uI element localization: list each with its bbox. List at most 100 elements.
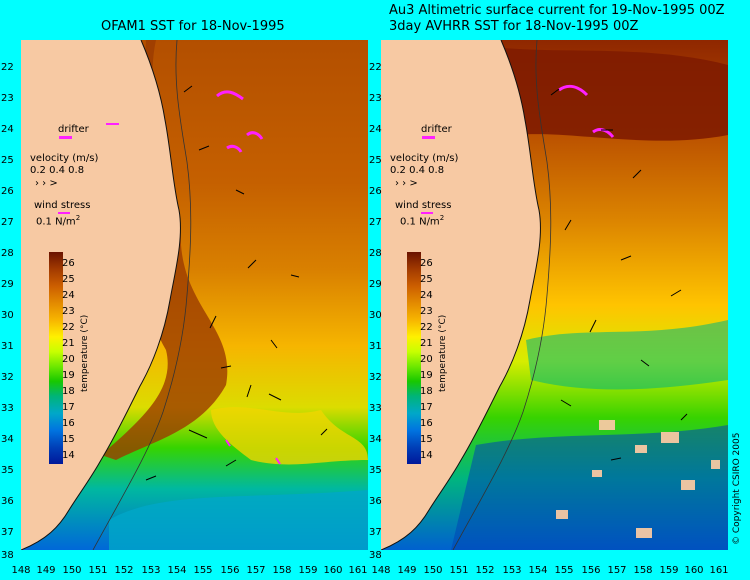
latitude-label: 27 xyxy=(369,217,382,228)
latitude-label: 35 xyxy=(369,465,382,476)
latitude-label: 33 xyxy=(1,403,14,414)
velocity-label: velocity (m/s) xyxy=(30,153,99,164)
colorbar-tick: 15 xyxy=(420,434,433,445)
colorbar-tick: 22 xyxy=(62,322,75,333)
left-sst-map[interactable] xyxy=(21,40,368,550)
longitude-label: 152 xyxy=(475,565,495,576)
latitude-label: 37 xyxy=(1,527,14,538)
colorbar-title: temperature (°C) xyxy=(80,314,90,392)
wind-stress-icon xyxy=(421,212,433,214)
latitude-label: 23 xyxy=(369,93,382,104)
wind-scale-label: 0.1 N/m2 xyxy=(36,214,81,228)
longitude-label: 149 xyxy=(397,565,417,576)
copyright-text: © Copyright CSIRO 2005 xyxy=(732,432,742,545)
colorbar-tick: 25 xyxy=(62,274,75,285)
colorbar-tick: 19 xyxy=(62,370,75,381)
latitude-label: 34 xyxy=(1,434,14,445)
latitude-label: 31 xyxy=(1,341,14,352)
latitude-label: 26 xyxy=(1,186,14,197)
colorbar-tick: 14 xyxy=(62,450,75,461)
longitude-label: 148 xyxy=(11,565,31,576)
longitude-label: 158 xyxy=(633,565,653,576)
longitude-label: 151 xyxy=(88,565,108,576)
longitude-label: 157 xyxy=(607,565,627,576)
velocity-scale: 0.2 0.4 0.8 xyxy=(390,165,445,176)
temperature-colorbar xyxy=(49,252,63,464)
longitude-label: 154 xyxy=(167,565,187,576)
latitude-label: 23 xyxy=(1,93,14,104)
latitude-label: 27 xyxy=(1,217,14,228)
latitude-label: 30 xyxy=(1,310,14,321)
wind-stress-label: wind stress xyxy=(34,200,91,211)
colorbar-tick: 20 xyxy=(62,354,75,365)
colorbar-tick: 22 xyxy=(420,322,433,333)
velocity-arrows-icon: › › > xyxy=(35,178,58,189)
longitude-label: 155 xyxy=(193,565,213,576)
velocity-label: velocity (m/s) xyxy=(390,153,459,164)
colorbar-tick: 18 xyxy=(420,386,433,397)
colorbar-tick: 26 xyxy=(420,258,433,269)
longitude-label: 156 xyxy=(581,565,601,576)
longitude-label: 148 xyxy=(371,565,391,576)
latitude-label: 29 xyxy=(1,279,14,290)
right-avhrr-map[interactable] xyxy=(381,40,728,550)
latitude-label: 35 xyxy=(1,465,14,476)
latitude-label: 22 xyxy=(369,62,382,73)
latitude-label: 22 xyxy=(1,62,14,73)
colorbar-tick: 21 xyxy=(420,338,433,349)
latitude-label: 30 xyxy=(369,310,382,321)
latitude-label: 26 xyxy=(369,186,382,197)
latitude-label: 38 xyxy=(369,550,382,561)
colorbar-tick: 24 xyxy=(420,290,433,301)
longitude-label: 155 xyxy=(554,565,574,576)
colorbar-tick: 16 xyxy=(62,418,75,429)
colorbar-tick: 14 xyxy=(420,450,433,461)
latitude-label: 25 xyxy=(369,155,382,166)
drifter-icon xyxy=(59,136,72,139)
drifter-icon xyxy=(422,136,435,139)
colorbar-tick: 17 xyxy=(420,402,433,413)
longitude-label: 151 xyxy=(449,565,469,576)
longitude-label: 158 xyxy=(272,565,292,576)
latitude-label: 24 xyxy=(369,124,382,135)
latitude-label: 32 xyxy=(1,372,14,383)
right-panel-title-line2: 3day AVHRR SST for 18-Nov-1995 00Z xyxy=(389,19,639,34)
wind-stress-label: wind stress xyxy=(395,200,452,211)
longitude-label: 154 xyxy=(528,565,548,576)
colorbar-tick: 21 xyxy=(62,338,75,349)
drifter-label: drifter xyxy=(421,124,452,135)
longitude-label: 150 xyxy=(423,565,443,576)
colorbar-tick: 25 xyxy=(420,274,433,285)
colorbar-tick: 24 xyxy=(62,290,75,301)
latitude-label: 28 xyxy=(369,248,382,259)
latitude-label: 24 xyxy=(1,124,14,135)
colorbar-tick: 19 xyxy=(420,370,433,381)
latitude-label: 25 xyxy=(1,155,14,166)
wind-stress-icon xyxy=(58,212,70,214)
temperature-colorbar xyxy=(407,252,421,464)
longitude-label: 149 xyxy=(36,565,56,576)
wind-scale-label: 0.1 N/m2 xyxy=(400,214,445,228)
colorbar-tick: 17 xyxy=(62,402,75,413)
longitude-label: 161 xyxy=(348,565,368,576)
colorbar-tick: 15 xyxy=(62,434,75,445)
longitude-label: 159 xyxy=(298,565,318,576)
colorbar-tick: 26 xyxy=(62,258,75,269)
latitude-label: 34 xyxy=(369,434,382,445)
longitude-label: 152 xyxy=(114,565,134,576)
latitude-label: 36 xyxy=(369,496,382,507)
longitude-label: 157 xyxy=(246,565,266,576)
longitude-label: 153 xyxy=(502,565,522,576)
latitude-label: 37 xyxy=(369,527,382,538)
colorbar-tick: 23 xyxy=(420,306,433,317)
latitude-label: 28 xyxy=(1,248,14,259)
latitude-label: 31 xyxy=(369,341,382,352)
longitude-label: 150 xyxy=(62,565,82,576)
longitude-label: 153 xyxy=(141,565,161,576)
colorbar-tick: 16 xyxy=(420,418,433,429)
longitude-label: 156 xyxy=(220,565,240,576)
latitude-label: 32 xyxy=(369,372,382,383)
colorbar-tick: 20 xyxy=(420,354,433,365)
velocity-scale: 0.2 0.4 0.8 xyxy=(30,165,85,176)
longitude-label: 160 xyxy=(323,565,343,576)
